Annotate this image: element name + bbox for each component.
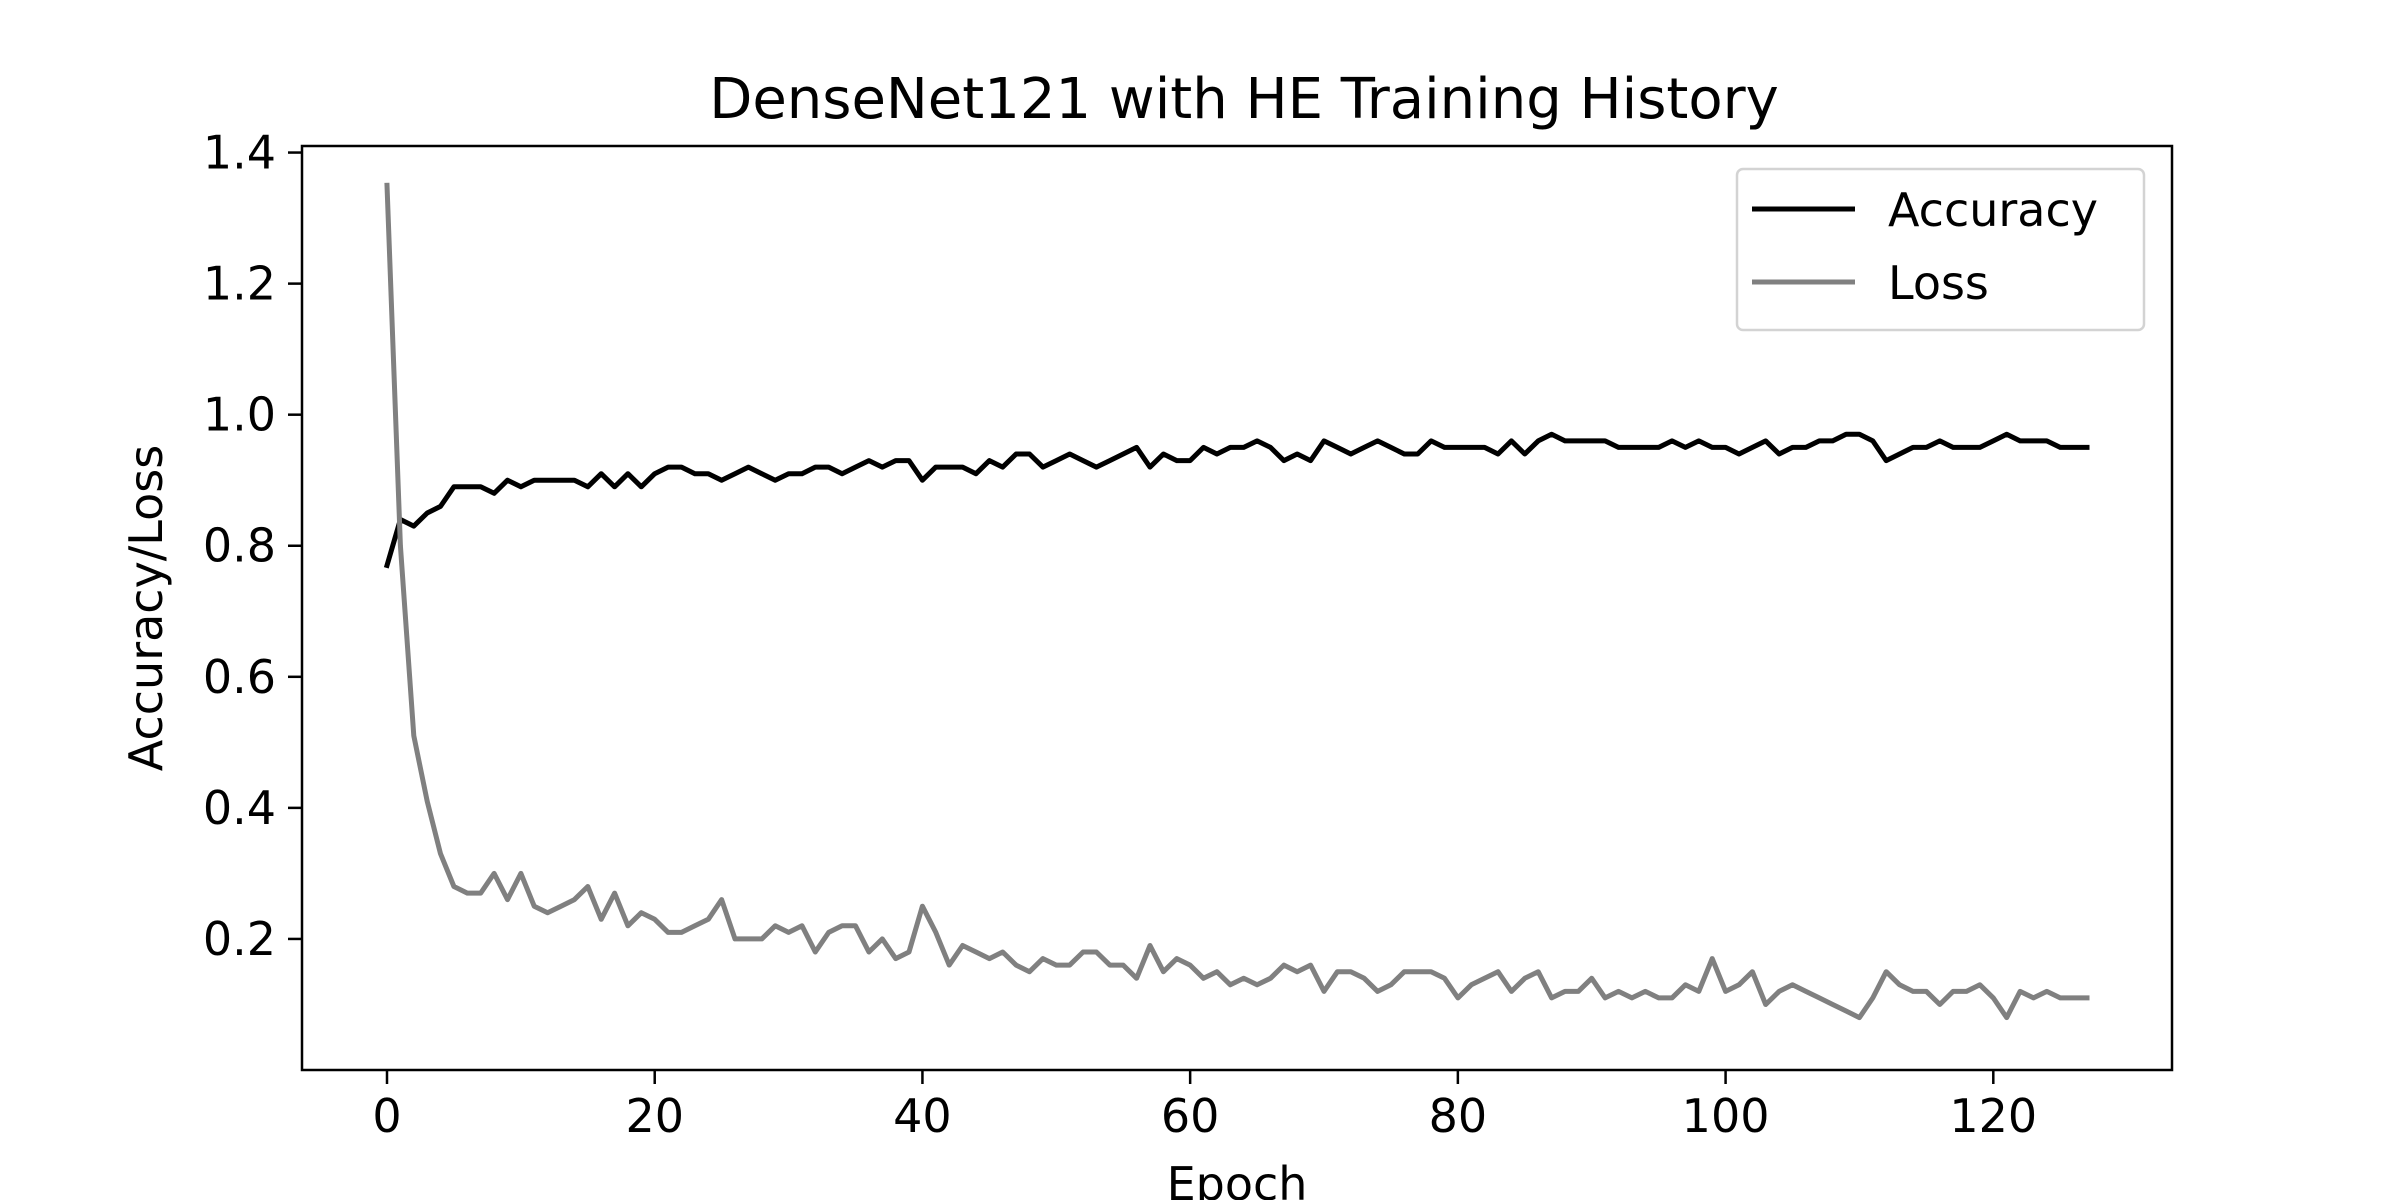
x-tick-label: 20: [625, 1089, 684, 1143]
x-axis-title: Epoch: [1167, 1157, 1308, 1200]
x-tick-label: 80: [1429, 1089, 1488, 1143]
y-axis-title: Accuracy/Loss: [119, 445, 173, 771]
y-tick-label: 0.2: [203, 912, 276, 966]
y-tick-label: 1.2: [203, 257, 276, 311]
y-tick-label: 0.4: [203, 781, 276, 835]
y-tick-label: 0.8: [203, 519, 276, 573]
y-tick-label: 0.6: [203, 650, 276, 704]
series-line-loss: [384, 182, 2090, 1021]
x-tick-label: 0: [372, 1089, 401, 1143]
series-line-accuracy: [383, 431, 2090, 569]
legend: Accuracy Loss: [1735, 167, 2146, 332]
y-tick-label: 1.0: [203, 388, 276, 442]
x-tick-label: 40: [893, 1089, 952, 1143]
legend-label-loss: Loss: [1888, 256, 1989, 310]
x-tick-label: 60: [1161, 1089, 1220, 1143]
series-layer: [383, 182, 2090, 1021]
x-axis: 0 20 40 60 80 100 120: [372, 1070, 2037, 1143]
legend-label-accuracy: Accuracy: [1888, 183, 2098, 237]
chart-title: DenseNet121 with HE Training History: [709, 67, 1779, 132]
y-tick-label: 1.4: [203, 126, 276, 180]
plot-frame: [300, 144, 2174, 1072]
x-tick-label: 100: [1682, 1089, 1770, 1143]
x-tick-label: 120: [1949, 1089, 2037, 1143]
y-axis: 0.2 0.4 0.6 0.8 1.0 1.2 1.4: [203, 126, 302, 966]
